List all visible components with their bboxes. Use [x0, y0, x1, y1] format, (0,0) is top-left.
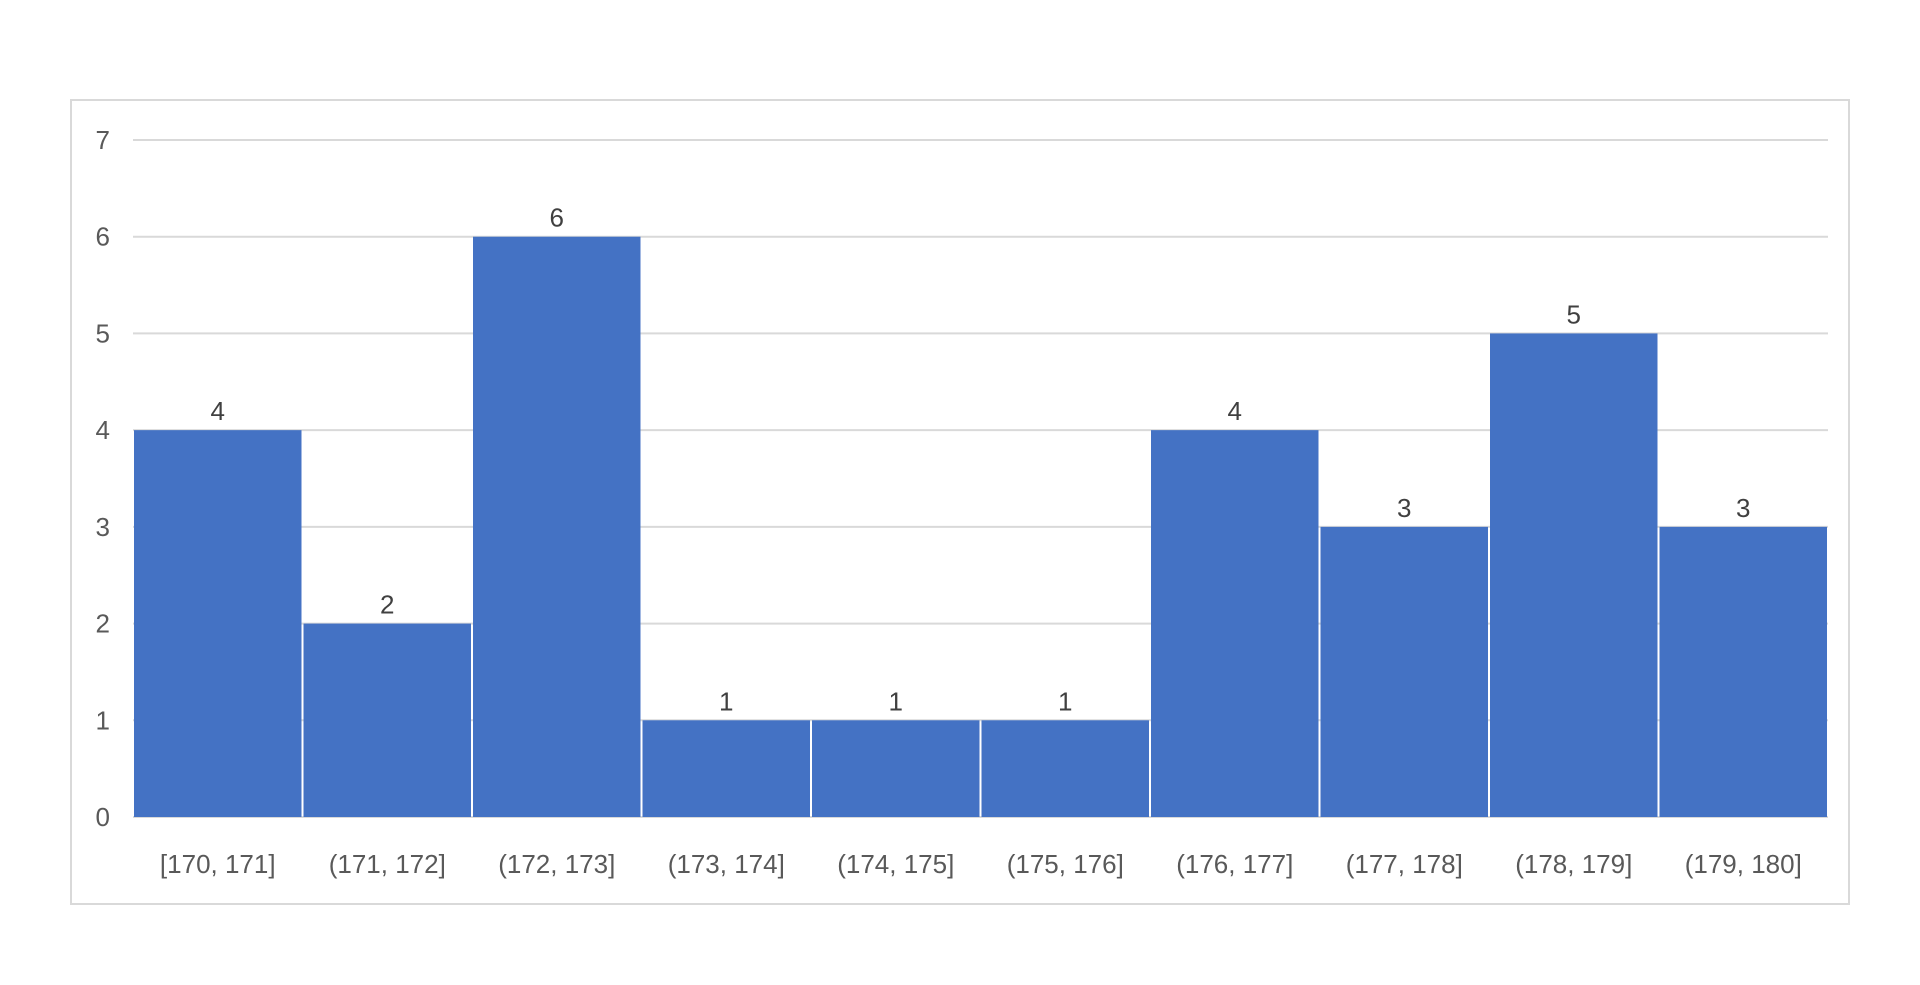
data-label: 2: [380, 590, 394, 620]
bar-6: [981, 720, 1149, 817]
y-tick-label: 3: [96, 512, 110, 542]
bar-7: [1151, 430, 1319, 817]
bar-4: [642, 720, 810, 817]
x-tick-label: (179, 180]: [1685, 849, 1802, 879]
y-tick-label: 5: [96, 318, 110, 348]
y-tick-label: 6: [96, 222, 110, 252]
data-label: 3: [1736, 493, 1750, 523]
chart-frame: 4 2 6 1 1 1 4 3 5 3 0 1 2 3 4 5 6 7 [170, 171] (171, 172]…: [70, 99, 1850, 905]
y-tick-label: 7: [96, 125, 110, 155]
x-axis-ticks: [170, 171] (171, 172] (172, 173] (173, 174]…: [160, 849, 1802, 879]
x-tick-label: (173, 174]: [668, 849, 785, 879]
bar-1: [134, 430, 302, 817]
x-tick-label: [170, 171]: [160, 849, 276, 879]
data-label: 1: [889, 686, 903, 716]
data-label: 1: [1058, 686, 1072, 716]
x-tick-label: (175, 176]: [1007, 849, 1124, 879]
data-label: 4: [1228, 396, 1242, 426]
y-tick-label: 1: [96, 705, 110, 735]
y-tick-label: 4: [96, 415, 110, 445]
x-tick-label: (177, 178]: [1346, 849, 1463, 879]
histogram-chart: 4 2 6 1 1 1 4 3 5 3 0 1 2 3 4 5 6 7 [170, 171] (171, 172]…: [96, 125, 1828, 879]
x-tick-label: (176, 177]: [1176, 849, 1293, 879]
data-label: 1: [719, 686, 733, 716]
data-label: 6: [550, 203, 564, 233]
y-tick-label: 0: [96, 802, 110, 832]
data-label: 3: [1397, 493, 1411, 523]
bar-2: [303, 623, 471, 817]
bars: [134, 236, 1827, 817]
data-label: 4: [211, 396, 225, 426]
x-tick-label: (172, 173]: [498, 849, 615, 879]
bar-10: [1659, 526, 1827, 817]
bar-3: [473, 236, 641, 817]
bar-9: [1490, 333, 1658, 817]
y-axis-ticks: 0 1 2 3 4 5 6 7: [96, 125, 110, 832]
data-label: 5: [1567, 299, 1581, 329]
bar-5: [812, 720, 980, 817]
bar-8: [1320, 526, 1488, 817]
x-tick-label: (178, 179]: [1515, 849, 1632, 879]
x-tick-label: (171, 172]: [329, 849, 446, 879]
x-tick-label: (174, 175]: [837, 849, 954, 879]
y-tick-label: 2: [96, 609, 110, 639]
data-labels: 4 2 6 1 1 1 4 3 5 3: [211, 203, 1751, 717]
